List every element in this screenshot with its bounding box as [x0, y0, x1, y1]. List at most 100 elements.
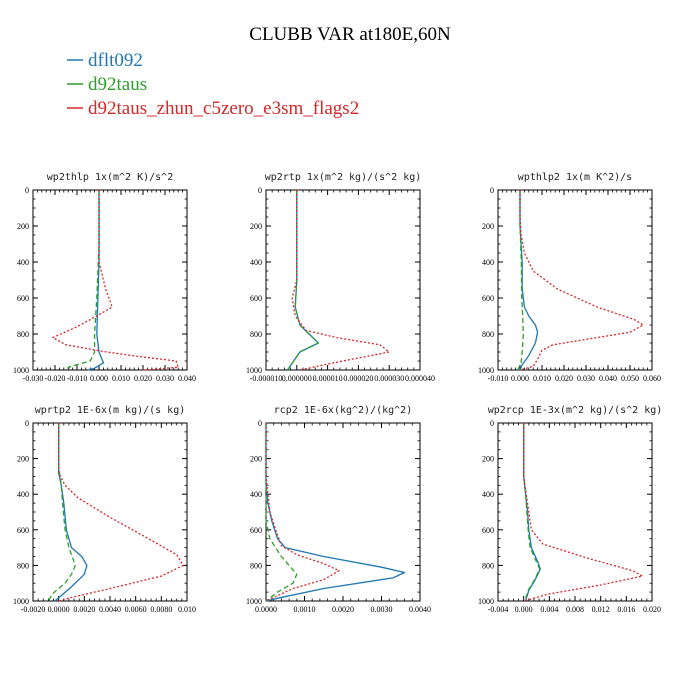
panel-title: wp2rtp 1x(m^2 kg)/(s^2 kg)	[265, 172, 422, 183]
x-tick-label: 0.008	[566, 605, 584, 614]
x-tick-label: -0.004	[488, 605, 509, 614]
panel-6: wp2rcp 1E-3x(m^2 kg)/(s^2 kg) -0.004 0.000…	[478, 405, 662, 614]
y-tick-label: 1000	[13, 597, 29, 606]
panel-title: wp2rcp 1E-3x(m^2 kg)/(s^2 kg)	[488, 405, 663, 416]
panels: wp2thlp 1x(m^2 K)/s^2-0.030 -0.020 -0.010 0…	[13, 172, 662, 614]
series-line	[519, 190, 539, 371]
series-line	[87, 190, 105, 371]
panel-title: wp2thlp 1x(m^2 K)/s^2	[47, 172, 173, 183]
y-tick-label: 0	[258, 186, 262, 195]
panel-1: wp2thlp 1x(m^2 K)/s^2-0.030 -0.020 -0.010 0…	[13, 172, 196, 383]
panel-2: wp2rtp 1x(m^2 kg)/(s^2 kg) -0.000010 0.000…	[246, 172, 435, 383]
y-tick-label: 800	[17, 330, 29, 339]
x-tick-label: -0.020	[45, 374, 66, 383]
panel-title: wprtp2 1E-6x(m kg)/(s kg)	[35, 405, 186, 416]
series-line	[523, 423, 644, 602]
legend-entry: d92taus_zhun_c5zero_e3sm_flags2	[67, 98, 359, 119]
legend-entry: dflt092	[67, 50, 143, 71]
x-tick-label: 0.010	[178, 605, 196, 614]
x-tick-label: 0.0000	[255, 605, 277, 614]
x-tick-label: 0.000	[515, 605, 533, 614]
y-tick-label: 800	[482, 561, 494, 570]
x-tick-label: 0.0010	[294, 605, 316, 614]
x-tick-label: -0.0020	[21, 605, 46, 614]
series-line	[47, 423, 76, 602]
series-line	[291, 190, 390, 371]
y-tick-label: 400	[482, 490, 494, 499]
y-tick-label: 200	[482, 455, 494, 464]
y-tick-label: 600	[17, 526, 29, 535]
x-tick-label: 0.0020	[332, 605, 354, 614]
x-tick-label: 0.010	[112, 374, 130, 383]
x-tick-label: 0.000020	[343, 374, 373, 383]
x-tick-label: 0.060	[643, 374, 661, 383]
series-line	[58, 423, 184, 602]
x-tick-label: -0.030	[23, 374, 44, 383]
x-tick-label: 0.0040	[99, 605, 121, 614]
plot-frame	[497, 422, 653, 602]
x-tick-label: 0.000010	[313, 374, 343, 383]
plot-frame	[32, 189, 188, 371]
series-line	[265, 423, 340, 602]
y-tick-label: 800	[17, 561, 29, 570]
y-tick-label: 200	[250, 222, 262, 231]
y-tick-label: 400	[250, 258, 262, 267]
x-tick-label: -0.010	[488, 374, 509, 383]
x-tick-label: 0.020	[134, 374, 152, 383]
x-tick-label: 0.000040	[405, 374, 435, 383]
legend-label: d92taus_zhun_c5zero_e3sm_flags2	[88, 98, 359, 119]
y-tick-label: 600	[17, 294, 29, 303]
x-tick-label: 0.004	[540, 605, 558, 614]
y-tick-label: 200	[17, 222, 29, 231]
x-tick-label: 0.040	[599, 374, 617, 383]
x-tick-label: 0.0020	[73, 605, 95, 614]
plot-frame	[265, 189, 421, 371]
y-tick-label: 0	[25, 419, 29, 428]
x-tick-label: 0.000	[90, 374, 108, 383]
y-tick-label: 600	[482, 294, 494, 303]
series-line	[287, 190, 320, 371]
plot-frame	[265, 422, 421, 602]
x-tick-label: 0.050	[621, 374, 639, 383]
x-tick-label: 0.0000	[48, 605, 70, 614]
legend-label: dflt092	[88, 50, 143, 71]
x-tick-label: 0.020	[643, 605, 661, 614]
series-line	[287, 190, 320, 371]
x-tick-label: 0.010	[533, 374, 551, 383]
x-tick-label: 0.030	[577, 374, 595, 383]
y-tick-label: 1000	[478, 366, 494, 375]
panel-4: wprtp2 1E-6x(m kg)/(s kg)-0.0020 0.0000 0.…	[13, 405, 196, 614]
y-tick-label: 1000	[478, 597, 494, 606]
x-tick-label: 0.000	[511, 374, 529, 383]
legend-entry: d92taus	[67, 74, 147, 95]
figure-title: CLUBB VAR at180E,60N	[249, 24, 451, 45]
legend-label: d92taus	[88, 74, 147, 95]
y-tick-label: 400	[482, 258, 494, 267]
x-tick-label: -0.000010	[250, 374, 283, 383]
y-tick-label: 400	[250, 490, 262, 499]
y-tick-label: 800	[250, 561, 262, 570]
y-tick-label: 400	[17, 490, 29, 499]
legend: dflt092 d92taus d92taus_zhun_c5zero_e3sm_f…	[67, 50, 359, 119]
x-tick-label: 0.000030	[374, 374, 404, 383]
x-tick-label: 0.030	[156, 374, 174, 383]
x-tick-label: 0.0060	[125, 605, 147, 614]
y-tick-label: 1000	[246, 597, 262, 606]
x-tick-label: 0.020	[555, 374, 573, 383]
y-tick-label: 200	[17, 455, 29, 464]
panel-5: rcp2 1E-6x(kg^2)/(kg^2) 0.0000 0.0010 0.002…	[246, 405, 431, 614]
x-tick-label: 0.016	[617, 605, 635, 614]
panel-3: wpthlp2 1x(m K^2)/s -0.010 0.000 0.010 0.020…	[478, 172, 661, 383]
y-tick-label: 400	[17, 258, 29, 267]
y-tick-label: 0	[25, 186, 29, 195]
y-tick-label: 200	[250, 455, 262, 464]
panel-title: rcp2 1E-6x(kg^2)/(kg^2)	[274, 405, 412, 416]
x-tick-label: 0.0040	[409, 605, 431, 614]
y-tick-label: 800	[482, 330, 494, 339]
y-tick-label: 600	[250, 294, 262, 303]
x-tick-label: 0.0030	[371, 605, 393, 614]
y-tick-label: 600	[482, 526, 494, 535]
y-tick-label: 800	[250, 330, 262, 339]
series-line	[265, 423, 406, 602]
